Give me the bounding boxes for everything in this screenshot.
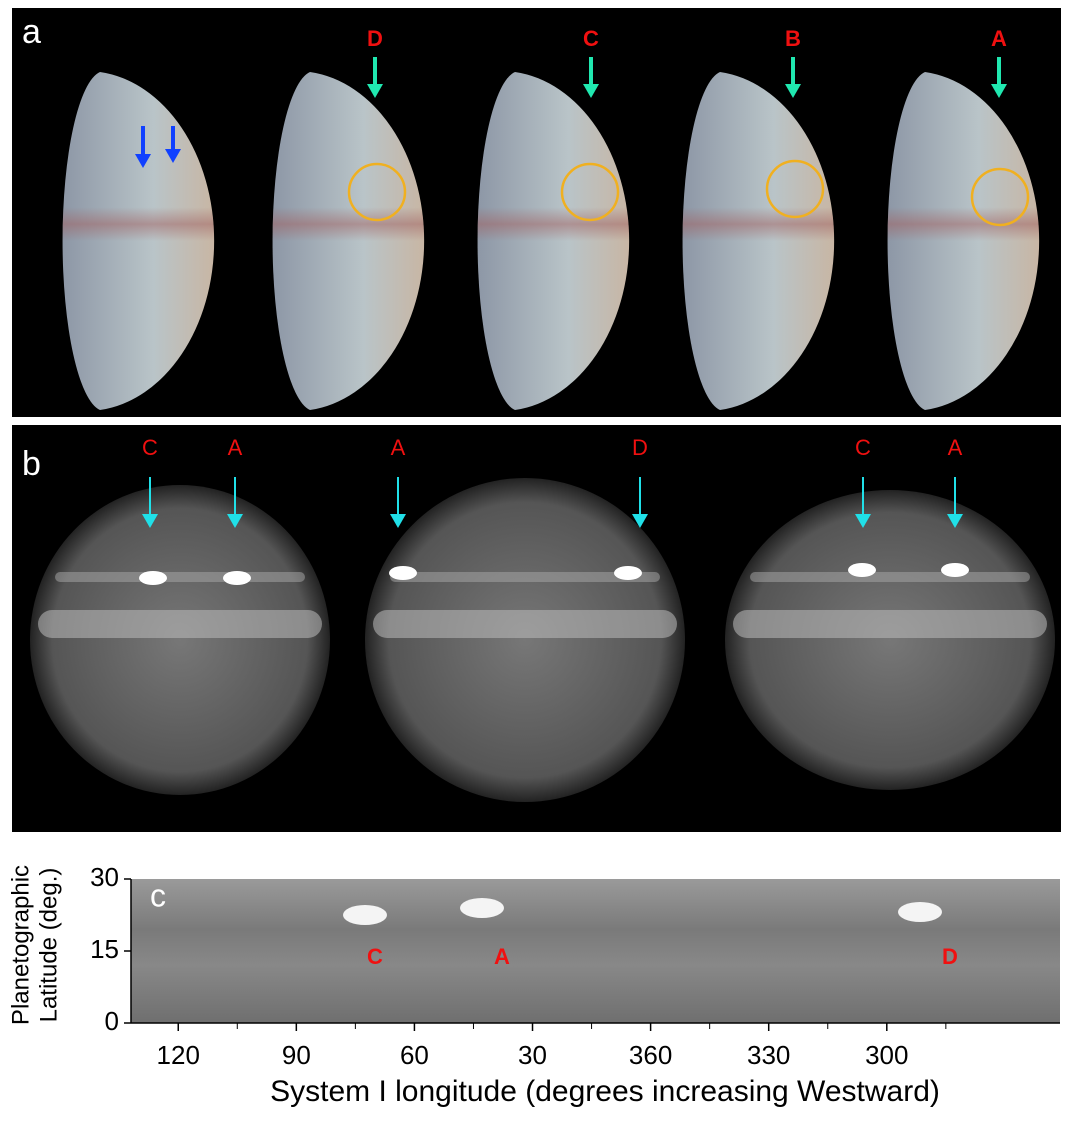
- x-axis-label: System I longitude (degrees increasing W…: [270, 1075, 940, 1108]
- y-axis-label: Latitude (deg.): [35, 868, 62, 1023]
- x-tick-label: 300: [865, 1040, 908, 1070]
- panel-c-image: [131, 879, 1060, 1023]
- planet-disk: [365, 478, 685, 802]
- impact-spot: [389, 566, 417, 580]
- panel-label: a: [22, 13, 41, 51]
- y-tick-label: 30: [90, 862, 119, 892]
- feature-label: A: [494, 944, 510, 969]
- figure: a b D C B A C A A D C Ac C A D 0 15 30 120 90 60 30 360 330 30…: [0, 0, 1073, 1120]
- impact-spot: [223, 571, 251, 585]
- marker-label: A: [228, 435, 243, 460]
- marker-label: A: [391, 435, 406, 460]
- marker-label: D: [367, 26, 383, 51]
- impact-spot: [139, 571, 167, 585]
- x-tick-label: 60: [400, 1040, 429, 1070]
- planet-band: [733, 610, 1047, 638]
- marker-label: D: [632, 435, 648, 460]
- planet-band: [55, 572, 305, 582]
- impact-spot: [898, 902, 942, 922]
- planet-band: [750, 572, 1030, 582]
- marker-label: A: [948, 435, 963, 460]
- x-tick-label: 120: [157, 1040, 200, 1070]
- marker-label: C: [855, 435, 871, 460]
- marker-label: C: [583, 26, 599, 51]
- impact-spot: [460, 898, 504, 918]
- impact-spot: [941, 563, 969, 577]
- planet-band: [373, 610, 677, 638]
- impact-spot: [848, 563, 876, 577]
- feature-label: C: [367, 944, 383, 969]
- panel-label: c: [150, 877, 166, 913]
- x-tick-label: 330: [747, 1040, 790, 1070]
- feature-label: D: [942, 944, 958, 969]
- planet-disk: [725, 490, 1055, 790]
- impact-spot: [343, 905, 387, 925]
- y-axis-label: Planetographic: [7, 865, 34, 1025]
- x-tick-label: 30: [518, 1040, 547, 1070]
- marker-label: B: [785, 26, 801, 51]
- marker-label: A: [991, 26, 1007, 51]
- planet-band: [38, 610, 322, 638]
- panel-label: b: [22, 445, 41, 483]
- marker-label: C: [142, 435, 158, 460]
- y-tick-label: 15: [90, 934, 119, 964]
- y-tick-label: 0: [105, 1006, 119, 1036]
- x-tick-label: 360: [629, 1040, 672, 1070]
- impact-spot: [614, 566, 642, 580]
- planet-disk: [30, 485, 330, 795]
- x-tick-label: 90: [282, 1040, 311, 1070]
